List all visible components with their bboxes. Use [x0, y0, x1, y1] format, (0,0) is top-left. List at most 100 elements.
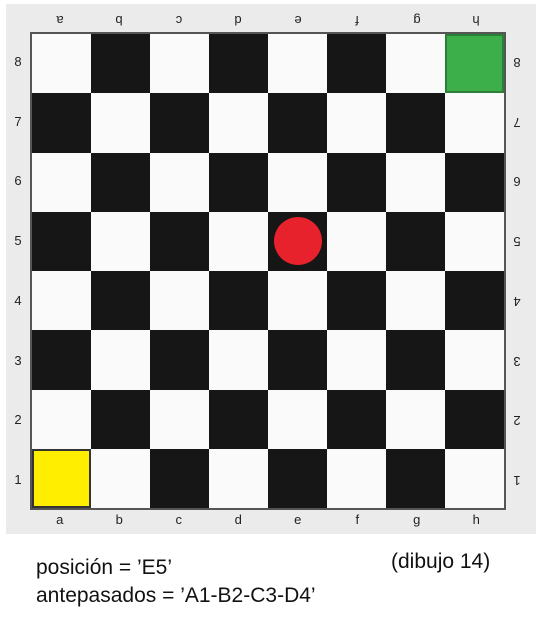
file-label-top-g: g	[413, 13, 421, 28]
rank-label-left-5: 5	[14, 233, 22, 249]
rank-label-left-4: 4	[14, 292, 22, 308]
square-h1[interactable]	[445, 448, 504, 508]
file-label-bottom-h: h	[472, 512, 480, 527]
square-c4[interactable]	[150, 271, 209, 331]
square-c5[interactable]	[150, 211, 209, 271]
square-b6[interactable]	[91, 152, 150, 212]
file-label-top-a: a	[56, 13, 64, 28]
square-e3[interactable]	[268, 330, 327, 390]
file-label-bottom-f: f	[355, 512, 360, 527]
rank-label-right-6: 6	[513, 174, 521, 190]
square-a3[interactable]	[32, 330, 91, 390]
rank-label-right-1: 1	[513, 473, 521, 489]
square-d3[interactable]	[209, 330, 268, 390]
square-b7[interactable]	[91, 93, 150, 153]
rank-label-right-4: 4	[513, 293, 521, 309]
square-b2[interactable]	[91, 389, 150, 449]
rank-label-left-3: 3	[14, 352, 22, 368]
square-g6[interactable]	[386, 152, 445, 212]
square-b4[interactable]	[91, 271, 150, 331]
file-label-bottom-b: b	[115, 512, 123, 527]
square-e8[interactable]	[268, 34, 327, 94]
square-e5[interactable]	[268, 211, 327, 271]
square-c8[interactable]	[150, 34, 209, 94]
square-b1[interactable]	[91, 448, 150, 508]
file-label-bottom-e: e	[294, 512, 302, 527]
file-label-top-e: e	[294, 13, 302, 28]
square-f1[interactable]	[327, 448, 386, 508]
square-g2[interactable]	[386, 389, 445, 449]
square-c6[interactable]	[150, 152, 209, 212]
square-f3[interactable]	[327, 330, 386, 390]
square-a2[interactable]	[32, 389, 91, 449]
square-h6[interactable]	[445, 152, 504, 212]
rank-label-left-7: 7	[14, 113, 22, 129]
square-a1[interactable]	[32, 448, 91, 508]
square-c2[interactable]	[150, 389, 209, 449]
square-d8[interactable]	[209, 34, 268, 94]
rank-label-right-8: 8	[513, 54, 521, 70]
square-h2[interactable]	[445, 389, 504, 449]
square-g3[interactable]	[386, 330, 445, 390]
red-piece[interactable]	[273, 217, 322, 266]
square-f5[interactable]	[327, 211, 386, 271]
square-f7[interactable]	[327, 93, 386, 153]
square-a8[interactable]	[32, 34, 91, 94]
square-d6[interactable]	[209, 152, 268, 212]
square-e6[interactable]	[268, 152, 327, 212]
file-label-top-h: h	[472, 13, 480, 28]
square-f8[interactable]	[327, 34, 386, 94]
file-label-top-b: b	[115, 13, 123, 28]
square-d4[interactable]	[209, 271, 268, 331]
rank-label-right-3: 3	[513, 353, 521, 369]
square-f2[interactable]	[327, 389, 386, 449]
square-g5[interactable]	[386, 211, 445, 271]
square-b8[interactable]	[91, 34, 150, 94]
file-label-bottom-c: c	[175, 512, 183, 527]
ancestors-text: antepasados = ’A1-B2-C3-D4’	[36, 584, 316, 607]
rank-label-left-2: 2	[14, 412, 22, 428]
file-label-top-d: d	[234, 13, 242, 28]
square-e1[interactable]	[268, 448, 327, 508]
rank-label-right-7: 7	[513, 114, 521, 130]
square-h8[interactable]	[445, 34, 504, 94]
chess-board	[30, 32, 506, 510]
rank-label-left-1: 1	[14, 472, 22, 488]
square-d7[interactable]	[209, 93, 268, 153]
square-a4[interactable]	[32, 271, 91, 331]
square-e2[interactable]	[268, 389, 327, 449]
square-h4[interactable]	[445, 271, 504, 331]
square-d1[interactable]	[209, 448, 268, 508]
square-d5[interactable]	[209, 211, 268, 271]
file-label-bottom-g: g	[413, 512, 421, 527]
file-label-top-c: c	[175, 13, 183, 28]
square-h7[interactable]	[445, 93, 504, 153]
square-f4[interactable]	[327, 271, 386, 331]
square-c3[interactable]	[150, 330, 209, 390]
square-b3[interactable]	[91, 330, 150, 390]
position-text: posición = ’E5’	[36, 556, 172, 579]
rank-label-left-6: 6	[14, 173, 22, 189]
square-g1[interactable]	[386, 448, 445, 508]
rank-label-right-2: 2	[513, 413, 521, 429]
figure-label: (dibujo 14)	[391, 550, 491, 573]
square-c7[interactable]	[150, 93, 209, 153]
square-h5[interactable]	[445, 211, 504, 271]
rank-label-left-8: 8	[14, 53, 22, 69]
square-c1[interactable]	[150, 448, 209, 508]
file-label-bottom-a: a	[56, 512, 64, 527]
square-d2[interactable]	[209, 389, 268, 449]
file-label-bottom-d: d	[234, 512, 242, 527]
square-e4[interactable]	[268, 271, 327, 331]
square-b5[interactable]	[91, 211, 150, 271]
square-f6[interactable]	[327, 152, 386, 212]
square-a5[interactable]	[32, 211, 91, 271]
square-g7[interactable]	[386, 93, 445, 153]
rank-label-right-5: 5	[513, 234, 521, 250]
square-h3[interactable]	[445, 330, 504, 390]
square-g8[interactable]	[386, 34, 445, 94]
square-a6[interactable]	[32, 152, 91, 212]
square-e7[interactable]	[268, 93, 327, 153]
square-a7[interactable]	[32, 93, 91, 153]
square-g4[interactable]	[386, 271, 445, 331]
